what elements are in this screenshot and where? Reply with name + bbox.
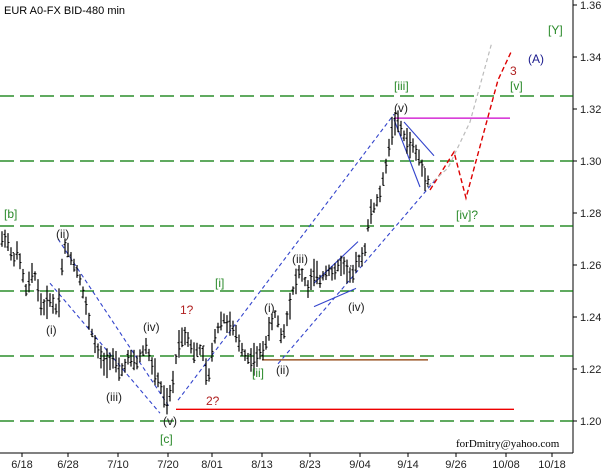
forecast-red-path: [429, 49, 513, 201]
x-tick-label: 6/18: [11, 459, 32, 471]
y-tick-label: 1.30: [580, 156, 601, 168]
channel-line-3: [277, 178, 437, 365]
wave-label: [c]: [160, 432, 173, 446]
y-tick-label: 1.34: [580, 52, 601, 64]
x-tick-label: 8/23: [299, 459, 320, 471]
x-tick-label: 7/10: [107, 459, 128, 471]
wave-label: (iv): [143, 320, 160, 334]
wave-label: (ii): [56, 227, 69, 241]
trend-channels: [49, 113, 514, 414]
wave-label: [Y]: [548, 23, 563, 37]
price-bars: [0, 110, 430, 415]
wave-label: (v): [394, 101, 408, 115]
channel-line-5: [313, 287, 357, 308]
y-tick-label: 1.28: [580, 208, 601, 220]
wave-label: [iv]?: [456, 208, 478, 222]
wave-labels: [Y] (A) 3[v] [iii] (v) [b] (ii) (i) (iii) (iv) (v)…: [4, 23, 563, 446]
channel-line-1: [49, 282, 161, 414]
y-tick-label: 1.24: [580, 312, 601, 324]
chart-title: EUR A0-FX BID-480 min: [4, 5, 125, 17]
x-tick-label: 7/20: [157, 459, 178, 471]
credit-text: forDmitry@yahoo.com: [456, 438, 560, 450]
wave-label: [i]: [215, 276, 224, 290]
x-tick-label: 10/08: [492, 459, 520, 471]
x-tick-label: 9/14: [397, 459, 418, 471]
channel-line-2: [177, 113, 395, 401]
wave-label: [ii]: [252, 366, 264, 380]
wave-label: 3: [510, 64, 517, 78]
wave-label: (iv): [348, 300, 365, 314]
wave-label: (A): [528, 52, 544, 66]
wave-label: (v): [163, 414, 177, 428]
y-tick-label: 1.20: [580, 416, 601, 428]
x-tick-label: 10/18: [538, 459, 566, 471]
wave-label: 2?: [206, 394, 220, 408]
channel-line-0: [57, 238, 171, 409]
x-axis-ticks: 6/18 6/28 7/10 7/20 8/01 8/13 8/23 9/04 9/14 9/26…: [11, 453, 566, 471]
forecast-gray-path: [427, 41, 493, 187]
wave-label: [iii]: [394, 79, 409, 93]
x-tick-label: 9/26: [445, 459, 466, 471]
wave-label: (i): [264, 301, 275, 315]
wave-label: (iii): [292, 252, 308, 266]
y-tick-label: 1.26: [580, 260, 601, 272]
y-axis-ticks: 1.20 1.22 1.24 1.26 1.28 1.30 1.32 1.34 1.36: [573, 0, 601, 428]
wave-label: [b]: [4, 207, 17, 221]
horizontal-levels: [0, 95, 573, 422]
y-tick-label: 1.36: [580, 0, 601, 12]
x-tick-label: 6/28: [57, 459, 78, 471]
x-tick-label: 8/13: [251, 459, 272, 471]
wave-label: (ii): [276, 363, 289, 377]
x-tick-label: 9/04: [349, 459, 370, 471]
x-tick-label: 8/01: [201, 459, 222, 471]
wave-label: (iii): [106, 390, 122, 404]
forecast-path: [427, 41, 513, 201]
y-tick-label: 1.22: [580, 364, 601, 376]
y-tick-label: 1.32: [580, 104, 601, 116]
wave-label: 1?: [180, 303, 194, 317]
channel-line-4: [313, 241, 359, 284]
wave-label: (i): [46, 323, 57, 337]
wave-label: [v]: [510, 79, 523, 93]
channel-line-7: [403, 121, 435, 157]
